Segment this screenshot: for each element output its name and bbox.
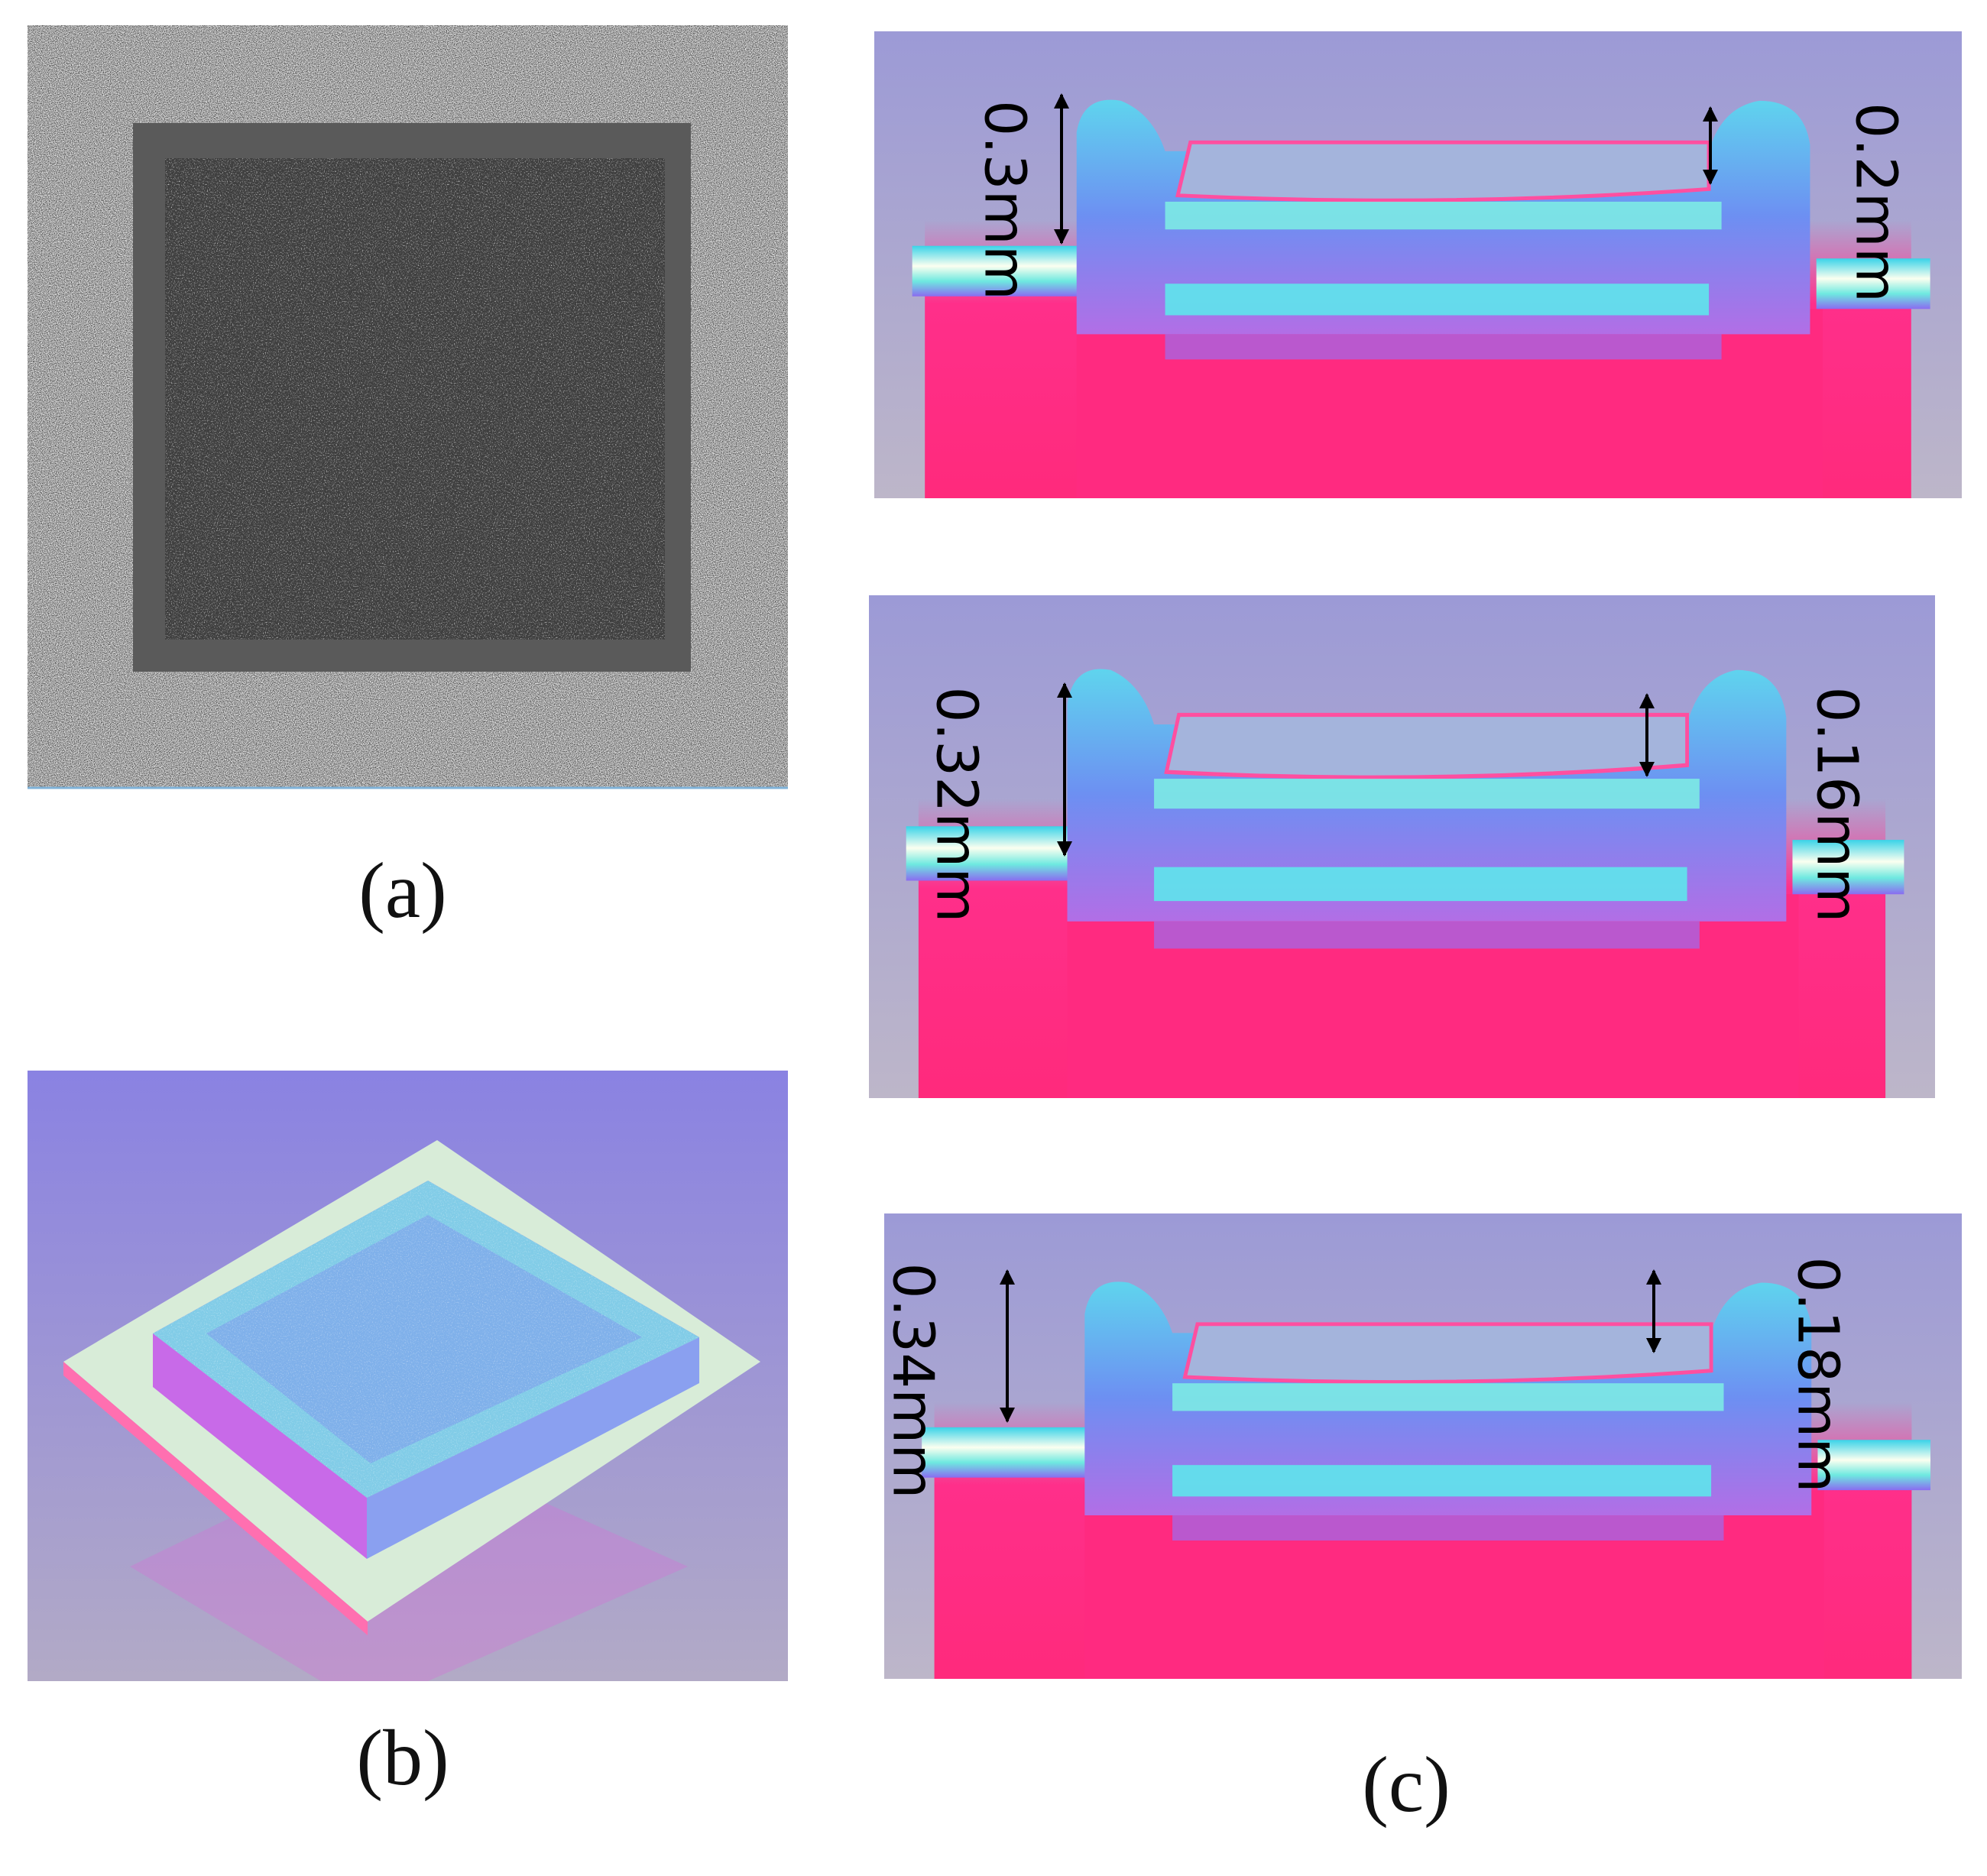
thickness-label: 0.32mm [923, 687, 989, 923]
panel-b [28, 1071, 788, 1681]
cross-section [869, 595, 1935, 1098]
thickness-label: 0.3mm [971, 100, 1037, 300]
panel-label: (c) [1362, 1741, 1450, 1829]
panel-label: (b) [356, 1714, 449, 1802]
thickness-label: 0.16mm [1804, 687, 1869, 923]
panel-label: (a) [358, 847, 446, 935]
thickness-label: 0.18mm [1784, 1257, 1850, 1493]
panel-a [28, 25, 788, 789]
panel-c: 0.3mm 0.2mm 0.32mm 0.16mm 0.34mm 0.18mm [869, 31, 1962, 1679]
thickness-label: 0.34mm [880, 1263, 945, 1499]
thickness-label: 0.2mm [1843, 102, 1908, 303]
